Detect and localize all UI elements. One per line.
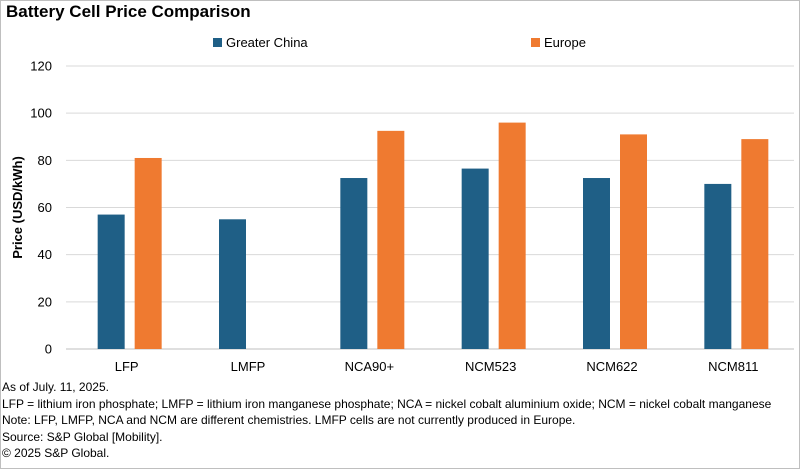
y-tick-label: 20 <box>38 294 52 309</box>
legend-label-greater-china: Greater China <box>226 35 308 50</box>
bar-europe <box>498 122 526 349</box>
y-tick-label: 120 <box>30 59 52 74</box>
x-tick-label: NCM622 <box>586 359 637 374</box>
legend-item-europe: Europe <box>531 35 586 50</box>
bar-greater-china <box>583 178 610 349</box>
legend-swatch-europe <box>531 38 540 47</box>
bar-europe <box>134 157 162 349</box>
chart-notes: As of July. 11, 2025. LFP = lithium iron… <box>2 379 771 462</box>
legend-label-europe: Europe <box>544 35 586 50</box>
legend-item-greater-china: Greater China <box>213 35 308 50</box>
x-tick-label: NCM811 <box>708 359 758 374</box>
bar-greater-china <box>97 214 125 349</box>
legend-swatch-greater-china <box>213 38 222 47</box>
y-tick-label: 80 <box>38 153 52 168</box>
y-axis-label: Price (USD/kWh) <box>10 156 25 259</box>
note-copyright: © 2025 S&P Global. <box>2 446 110 460</box>
bar-greater-china <box>461 168 489 349</box>
bar-europe <box>620 134 647 349</box>
y-tick-label: 100 <box>30 106 52 121</box>
bar-europe <box>377 130 405 349</box>
y-tick-label: 40 <box>38 247 52 262</box>
x-tick-label: LFP <box>115 359 139 374</box>
bar-europe <box>741 139 769 349</box>
bar-greater-china <box>219 219 246 349</box>
bar-greater-china <box>340 178 368 349</box>
x-tick-label: LMFP <box>231 359 266 374</box>
note-as-of: As of July. 11, 2025. <box>2 380 109 394</box>
note-chemistries: Note: LFP, LMFP, NCA and NCM are differe… <box>2 413 576 427</box>
x-tick-label: NCA90+ <box>345 359 395 374</box>
y-tick-label: 60 <box>38 200 52 215</box>
chart-title: Battery Cell Price Comparison <box>6 2 251 21</box>
y-tick-label: 0 <box>45 342 52 357</box>
bar-greater-china <box>704 183 732 349</box>
x-tick-label: NCM523 <box>465 359 516 374</box>
note-definitions: LFP = lithium iron phosphate; LMFP = lit… <box>2 396 772 411</box>
note-source: Source: S&P Global [Mobility]. <box>2 429 163 444</box>
